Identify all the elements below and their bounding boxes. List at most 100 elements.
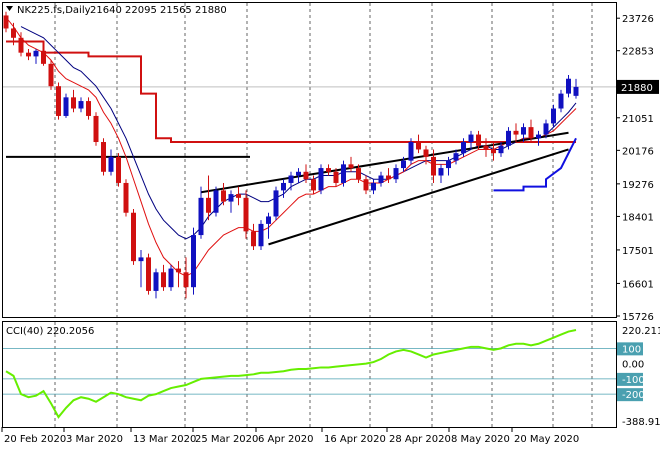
candle-body <box>251 231 256 247</box>
candle-body <box>63 97 69 116</box>
symbol-label: NK225.fs,Daily <box>17 5 91 16</box>
price-tick-label: 20176 <box>622 146 654 157</box>
date-tick-label: 3 Mar 2020 <box>66 434 123 445</box>
candle-body <box>558 93 564 109</box>
candle-body <box>131 212 136 262</box>
candle-body <box>41 50 46 64</box>
candle-body <box>191 235 196 288</box>
candlesticks <box>3 11 579 299</box>
candle-body <box>108 156 114 172</box>
candle-body <box>11 28 16 38</box>
candle-body <box>506 130 511 146</box>
price-tick-label: 23726 <box>622 14 654 25</box>
candle-body <box>18 37 24 53</box>
ohlc-label: 21640 22095 21565 21880 <box>90 5 227 16</box>
candle-body <box>408 142 414 161</box>
candle-body <box>213 190 219 213</box>
price-tick-label: 19276 <box>622 180 654 191</box>
candle-body <box>176 268 181 273</box>
cci-tick-label: -200 <box>622 390 645 401</box>
candle-body <box>311 179 316 191</box>
lower-trendline <box>268 148 569 246</box>
candle-body <box>566 78 571 94</box>
candle-body <box>168 268 174 288</box>
candle-body <box>116 156 121 183</box>
candle-body <box>393 168 399 180</box>
candle-body <box>281 182 286 191</box>
fast-moving-average <box>5 16 577 277</box>
price-tick-label: 16601 <box>622 279 654 290</box>
candle-body <box>56 86 61 116</box>
cci-level-tag <box>617 372 643 386</box>
candle-body <box>401 160 406 169</box>
date-tick-label: 25 Mar 2020 <box>195 434 258 445</box>
date-tick-label: 20 May 2020 <box>514 434 579 445</box>
candle-body <box>146 257 151 291</box>
date-tick-label: 20 Feb 2020 <box>4 434 66 445</box>
date-tick-label: 6 Apr 2020 <box>258 434 313 445</box>
candle-body <box>266 216 271 224</box>
candle-body <box>543 123 549 135</box>
candle-body <box>3 15 9 29</box>
candle-body <box>468 134 474 143</box>
candle-body <box>101 142 106 172</box>
candle-body <box>228 194 234 202</box>
main-panel-frame <box>2 2 617 318</box>
date-tick-label: 8 May 2020 <box>451 434 510 445</box>
candle-body <box>303 171 309 180</box>
cci-indicator: 220.2115 100 0.00 -100 -200 -388.918 <box>3 326 660 428</box>
candle-body <box>528 127 534 139</box>
date-tick-label: 16 Apr 2020 <box>324 434 386 445</box>
candle-body <box>513 130 519 135</box>
candle-body <box>258 223 264 247</box>
candle-body <box>498 145 504 154</box>
candle-body <box>483 145 489 150</box>
candle-body <box>521 127 526 135</box>
candle-body <box>78 101 84 109</box>
cci-tick-label: 220.2115 <box>622 326 660 337</box>
candle-body <box>453 153 459 161</box>
candle-body <box>206 197 211 213</box>
candle-body <box>476 134 481 146</box>
candle-body <box>48 63 54 87</box>
candle-body <box>491 149 496 154</box>
candle-body <box>86 101 91 116</box>
candle-body <box>296 171 301 176</box>
candle-body <box>386 175 391 180</box>
cci-tick-label: 0.00 <box>622 360 644 371</box>
candle-body <box>138 257 144 262</box>
cci-tick-label: -100 <box>622 375 645 386</box>
candle-body <box>198 197 204 236</box>
collapse-triangle-icon[interactable] <box>6 6 13 11</box>
stop-line-lower <box>493 137 577 192</box>
candle-body <box>536 134 541 139</box>
cci-level-tag <box>617 342 643 356</box>
price-tick-label: 21051 <box>622 114 654 125</box>
candle-body <box>446 160 451 169</box>
date-tick-label: 28 Apr 2020 <box>389 434 451 445</box>
candle-body <box>333 171 339 183</box>
candle-body <box>348 164 354 169</box>
cci-panel-frame <box>2 321 617 428</box>
candle-body <box>356 168 361 180</box>
candle-body <box>273 190 279 217</box>
candle-body <box>431 156 436 176</box>
last-price-tag-label: 21880 <box>621 83 653 94</box>
candle-body <box>371 182 376 191</box>
cci-tick-label: -388.918 <box>622 417 660 428</box>
candle-body <box>423 149 429 157</box>
candle-body <box>288 175 294 183</box>
price-tick-label: 18401 <box>622 212 654 223</box>
cci-tick-label: 100 <box>622 344 641 355</box>
candle-body <box>123 182 129 213</box>
candle-body <box>438 168 444 176</box>
candle-body <box>461 142 466 154</box>
candle-body <box>221 190 226 202</box>
candle-body <box>378 175 384 183</box>
cci-label: CCI(40) 220.2056 <box>6 326 94 337</box>
candle-body <box>183 272 189 288</box>
candle-body <box>318 168 324 191</box>
candle-body <box>573 86 579 96</box>
candle-body <box>416 142 421 150</box>
